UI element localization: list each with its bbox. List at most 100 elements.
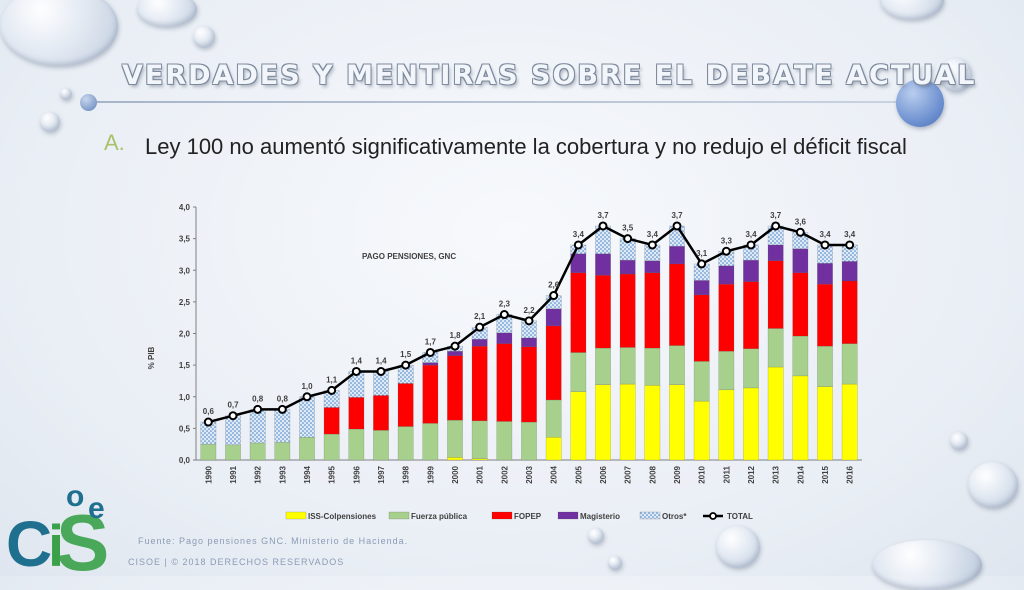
y-tick-label: 3,5 (179, 235, 191, 244)
x-tick-label: 2010 (698, 465, 707, 483)
bar-segment-otros (274, 409, 291, 443)
bar-segment-magisterio (595, 253, 611, 276)
x-tick-label: 1997 (377, 465, 386, 483)
total-data-label: 1,4 (351, 356, 363, 365)
total-point (376, 366, 386, 376)
total-point (795, 227, 805, 237)
total-point (499, 310, 509, 320)
legend-label: TOTAL (727, 512, 753, 521)
x-tick-label: 1995 (328, 465, 337, 483)
bar-segment-fuerza-p-blica (471, 420, 488, 459)
total-data-label: 1,0 (301, 382, 313, 391)
bar-segment-fuerza-p-blica (743, 348, 759, 389)
x-tick-label: 2012 (747, 465, 756, 483)
legend-swatch (639, 511, 661, 520)
bar-segment-fuerza-p-blica (447, 419, 463, 458)
legend-swatch (491, 511, 513, 520)
total-data-label: 3,4 (573, 230, 585, 239)
bar-segment-fopep (570, 272, 587, 353)
water-drop-decoration (588, 528, 604, 544)
bar-segment-fuerza-p-blica (841, 343, 858, 385)
bar-segment-magisterio (669, 245, 685, 265)
total-data-label: 2,2 (523, 306, 535, 315)
total-point (475, 322, 485, 332)
x-tick-label: 2005 (574, 465, 583, 483)
source-note: Fuente: Pago pensiones GNC. Ministerio d… (138, 536, 409, 546)
bar-segment-fopep (767, 260, 784, 329)
bar-segment-magisterio (496, 332, 513, 344)
bar-segment-fuerza-p-blica (595, 347, 611, 385)
total-point (425, 347, 435, 357)
total-data-label: 0,7 (227, 401, 239, 410)
bar-segment-otros (249, 409, 266, 444)
total-point (327, 385, 337, 395)
x-tick-label: 2008 (648, 465, 657, 483)
bar-segment-fopep (348, 397, 365, 430)
x-tick-label: 1993 (278, 465, 287, 483)
bar-segment-fopep (669, 263, 685, 346)
bar-segment-fuerza-p-blica (299, 436, 315, 461)
bar-segment-fuerza-p-blica (249, 442, 266, 461)
total-data-label: 3,7 (671, 211, 683, 220)
total-point (228, 411, 238, 421)
bar-segment-fopep (693, 294, 710, 362)
svg-text:S: S (56, 498, 109, 576)
water-drop-decoration (193, 26, 215, 48)
total-data-label: 0,8 (252, 394, 264, 403)
total-point (820, 240, 830, 250)
bar-segment-fopep (841, 280, 858, 344)
bar-segment-iss-colpensiones (570, 391, 587, 461)
bar-segment-iss-colpensiones (619, 383, 636, 461)
bar-segment-fuerza-p-blica (422, 423, 439, 461)
total-point (277, 404, 287, 414)
bar-segment-fuerza-p-blica (767, 328, 784, 368)
x-tick-label: 1999 (426, 465, 435, 483)
bar-segment-iss-colpensiones (595, 384, 611, 461)
bar-segment-iss-colpensiones (545, 436, 562, 461)
bar-segment-fuerza-p-blica (817, 345, 833, 387)
bar-segment-fopep (447, 355, 463, 421)
bar-segment-fuerza-p-blica (274, 442, 291, 461)
bar-segment-fuerza-p-blica (644, 347, 661, 386)
total-point (746, 240, 756, 250)
y-tick-label: 2,5 (179, 298, 191, 307)
total-data-label: 2,3 (499, 300, 511, 309)
water-drop-decoration (608, 556, 622, 570)
bullet-text: Ley 100 no aumentó significativamente la… (145, 134, 907, 159)
legend-swatch (557, 511, 579, 520)
water-drop-decoration (40, 112, 60, 132)
total-data-label: 1,5 (400, 350, 412, 359)
total-data-label: 3,5 (622, 224, 634, 233)
bar-segment-fopep (496, 343, 513, 422)
x-tick-label: 2009 (673, 465, 682, 483)
y-tick-label: 0,5 (179, 424, 191, 433)
total-data-label: 0,8 (277, 394, 289, 403)
bar-segment-iss-colpensiones (792, 375, 809, 461)
total-point (672, 221, 682, 231)
water-drop-decoration (60, 88, 72, 100)
x-tick-label: 2007 (624, 465, 633, 483)
svg-text:i: i (48, 514, 64, 576)
bar-segment-magisterio (471, 338, 488, 347)
y-tick-label: 2,0 (179, 330, 191, 339)
x-tick-label: 1992 (254, 465, 263, 483)
legend-label: Magisterio (580, 512, 620, 521)
water-drop-decoration (880, 0, 944, 20)
bar-segment-iss-colpensiones (644, 385, 661, 461)
x-tick-label: 1990 (204, 465, 213, 483)
bar-segment-fopep (422, 364, 439, 424)
total-data-label: 3,6 (795, 217, 807, 226)
bar-segment-fuerza-p-blica (718, 350, 735, 391)
bar-segment-fuerza-p-blica (619, 347, 636, 385)
bar-segment-magisterio (743, 259, 759, 282)
bar-segment-fuerza-p-blica (397, 426, 414, 461)
water-drop-decoration (950, 432, 968, 450)
legend-swatch (388, 511, 410, 520)
total-data-label: 2,1 (474, 312, 486, 321)
bar-segment-fuerza-p-blica (348, 428, 365, 461)
water-drop-decoration (0, 0, 118, 66)
total-data-label: 1,7 (425, 337, 437, 346)
bar-segment-otros (299, 396, 315, 438)
total-point (573, 240, 583, 250)
cisoe-logo: C i S o e (6, 480, 109, 576)
